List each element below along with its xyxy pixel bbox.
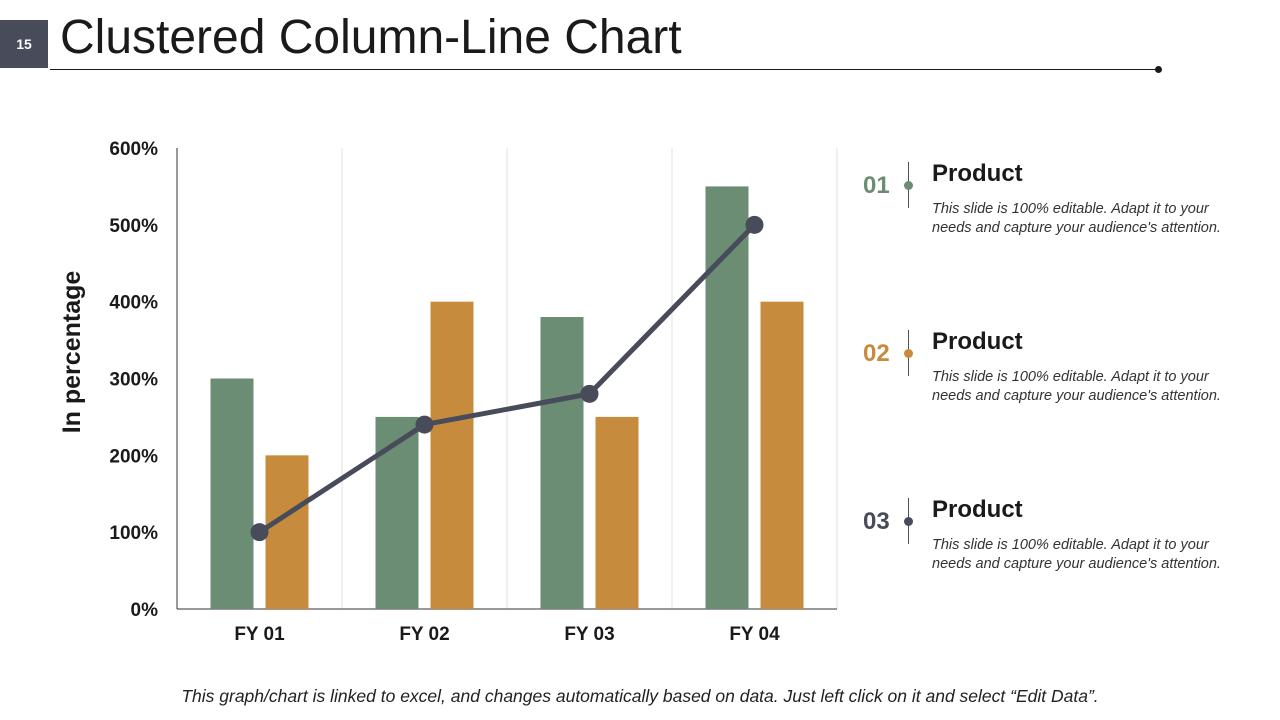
y-tick-label: 300% <box>109 370 158 391</box>
legend-item-02[interactable]: 02 Product This slide is 100% editable. … <box>860 328 1240 430</box>
legend-title: Product <box>932 496 1023 523</box>
legend-number: 03 <box>863 508 890 535</box>
bar-series-1-fy02 <box>375 416 419 609</box>
legend-title: Product <box>932 328 1023 355</box>
y-tick-label: 500% <box>109 216 158 237</box>
line-point <box>250 523 269 542</box>
bar-series-1-fy04 <box>705 186 749 609</box>
x-tick-label: FY 02 <box>399 624 449 645</box>
footnote: This graph/chart is linked to excel, and… <box>181 686 1099 706</box>
legend-marker <box>904 349 913 358</box>
legend-marker <box>904 517 913 526</box>
line-point <box>415 415 434 434</box>
legend-marker <box>904 181 913 190</box>
bar-series-2-fy02 <box>430 301 474 609</box>
legend-number: 02 <box>863 340 890 367</box>
line-point <box>580 384 599 403</box>
legend-item-01[interactable]: 01 Product This slide is 100% editable. … <box>860 160 1240 262</box>
legend-item-03[interactable]: 03 Product This slide is 100% editable. … <box>860 496 1240 598</box>
legend-description: This slide is 100% editable. Adapt it to… <box>932 369 1221 404</box>
y-tick-label: 600% <box>109 139 158 160</box>
line-series <box>258 223 757 535</box>
line-point <box>745 215 764 234</box>
legend-title: Product <box>932 160 1023 187</box>
bar-series-1-fy01 <box>210 378 254 609</box>
legend-description: This slide is 100% editable. Adapt it to… <box>932 201 1221 236</box>
slide-number: 15 <box>0 20 48 68</box>
y-tick-label: 400% <box>109 293 158 314</box>
x-tick-label: FY 04 <box>729 624 780 645</box>
y-axis-title: In percentage <box>58 271 86 434</box>
y-tick-label: 100% <box>109 523 158 544</box>
bar-series-1-fy03 <box>540 317 584 609</box>
bar-series-2-fy01 <box>265 455 309 609</box>
y-tick-label: 200% <box>109 446 158 467</box>
page-title: Clustered Column-Line Chart <box>60 11 682 64</box>
title-underline <box>50 69 1158 70</box>
bar-series-2-fy03 <box>595 416 639 609</box>
bar-series-2-fy04 <box>760 301 804 609</box>
legend-number: 01 <box>863 172 890 199</box>
title-underline-dot <box>1155 66 1162 73</box>
x-tick-label: FY 03 <box>564 624 614 645</box>
y-tick-label: 0% <box>131 600 159 621</box>
legend-description: This slide is 100% editable. Adapt it to… <box>932 537 1221 572</box>
x-tick-label: FY 01 <box>234 624 285 645</box>
